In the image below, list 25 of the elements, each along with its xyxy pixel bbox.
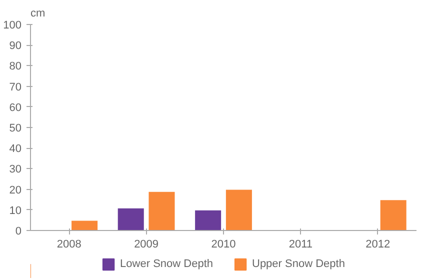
y-axis-title: cm	[30, 8, 46, 20]
y-tick-label: 60	[9, 102, 22, 114]
bar	[116, 207, 145, 230]
y-tick-label: 20	[9, 184, 22, 196]
y-tick-label: 90	[9, 40, 22, 52]
y-tick-label: 50	[9, 122, 22, 134]
bar	[224, 188, 253, 230]
y-tick-label: 40	[9, 143, 22, 156]
x-tick-label: 2011	[288, 238, 313, 250]
y-tick-label: 80	[9, 60, 22, 73]
y-tick-label: 70	[9, 81, 22, 94]
y-tick-label: 10	[9, 204, 22, 217]
bar	[70, 220, 99, 230]
y-tick-label: 30	[9, 164, 22, 176]
bar	[194, 209, 222, 230]
x-tick-label: 2009	[134, 238, 159, 250]
bar	[379, 199, 408, 230]
y-tick-label: 0	[15, 226, 22, 238]
bar	[148, 190, 176, 230]
x-tick-label: 2010	[211, 238, 236, 250]
y-tick-label: 100	[3, 20, 22, 32]
legend-label: Lower Snow Depth	[120, 258, 213, 270]
x-tick-label: 2012	[366, 238, 390, 250]
x-tick-label: 2008	[56, 238, 82, 250]
legend-label: Upper Snow Depth	[252, 258, 345, 270]
